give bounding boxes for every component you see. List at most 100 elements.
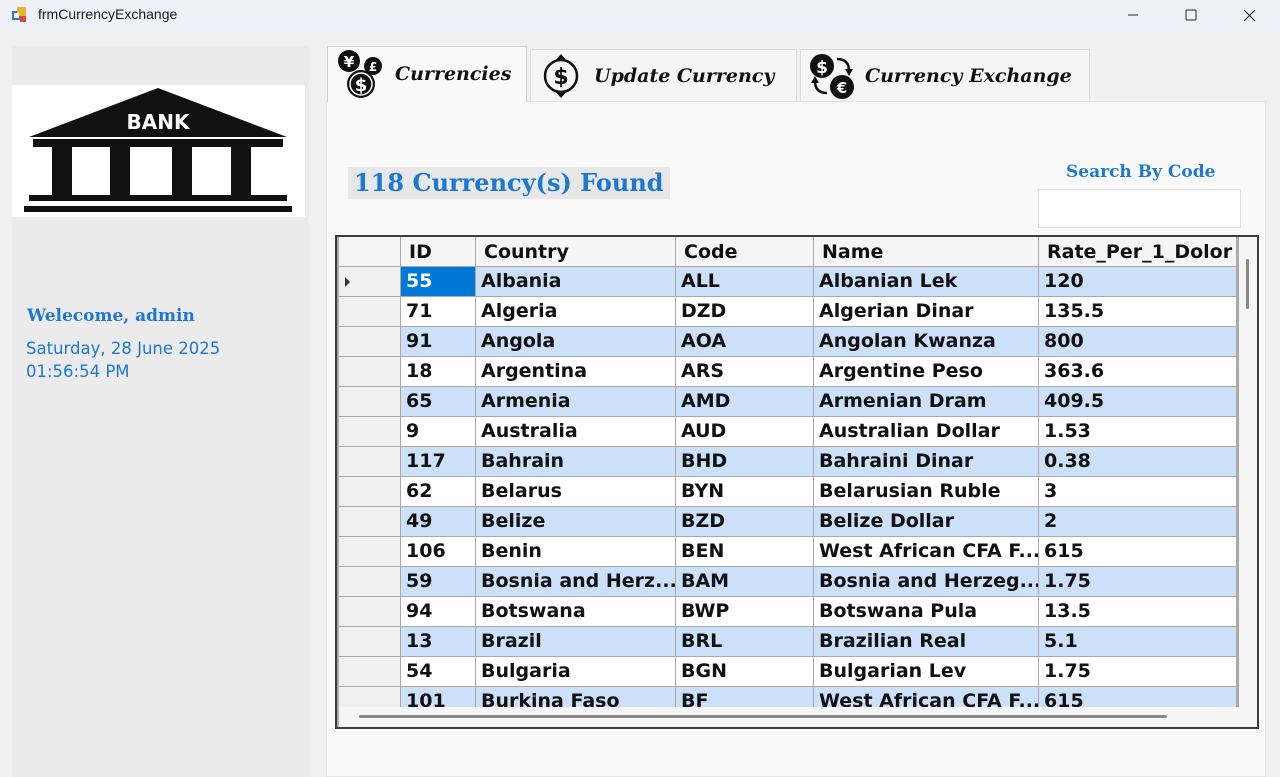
cell-country[interactable]: Australia (476, 417, 676, 447)
cell-country[interactable]: Argentina (476, 357, 676, 387)
cell-code[interactable]: ALL (676, 267, 814, 297)
cell-id[interactable]: 117 (401, 447, 476, 477)
cell-name[interactable]: Angolan Kwanza (814, 327, 1039, 357)
cell-code[interactable]: BRL (676, 627, 814, 657)
vertical-scrollbar[interactable] (1239, 237, 1257, 707)
cell-country[interactable]: Belize (476, 507, 676, 537)
tab-update-currency[interactable]: $ Update Currency (530, 49, 797, 101)
cell-rate[interactable]: 615 (1039, 537, 1237, 567)
cell-rate[interactable]: 2 (1039, 507, 1237, 537)
cell-name[interactable]: Algerian Dinar (814, 297, 1039, 327)
column-header-country[interactable]: Country (476, 237, 676, 267)
close-button[interactable] (1220, 0, 1278, 30)
column-header-name[interactable]: Name (814, 237, 1039, 267)
tab-currency-exchange[interactable]: $ € Currency Exchange (800, 49, 1090, 101)
cell-id[interactable]: 18 (401, 357, 476, 387)
cell-name[interactable]: West African CFA F... (814, 537, 1039, 567)
cell-name[interactable]: Albanian Lek (814, 267, 1039, 297)
cell-code[interactable]: BHD (676, 447, 814, 477)
cell-name[interactable]: Belarusian Ruble (814, 477, 1039, 507)
cell-id[interactable]: 94 (401, 597, 476, 627)
row-header[interactable] (339, 597, 401, 627)
cell-country[interactable]: Albania (476, 267, 676, 297)
cell-name[interactable]: Brazilian Real (814, 627, 1039, 657)
row-header[interactable] (339, 387, 401, 417)
cell-code[interactable]: ARS (676, 357, 814, 387)
cell-rate[interactable]: 1.53 (1039, 417, 1237, 447)
table-row[interactable]: 13 Brazil BRL Brazilian Real 5.1 (339, 627, 1237, 657)
cell-rate[interactable]: 0.38 (1039, 447, 1237, 477)
cell-country[interactable]: Angola (476, 327, 676, 357)
cell-id[interactable]: 49 (401, 507, 476, 537)
cell-rate[interactable]: 5.1 (1039, 627, 1237, 657)
cell-rate[interactable]: 3 (1039, 477, 1237, 507)
cell-country[interactable]: Bulgaria (476, 657, 676, 687)
cell-id[interactable]: 54 (401, 657, 476, 687)
row-header[interactable] (339, 477, 401, 507)
cell-rate[interactable]: 409.5 (1039, 387, 1237, 417)
cell-code[interactable]: AMD (676, 387, 814, 417)
row-header[interactable] (339, 537, 401, 567)
cell-id[interactable]: 9 (401, 417, 476, 447)
cell-name[interactable]: Bosnia and Herzeg... (814, 567, 1039, 597)
cell-country[interactable]: Belarus (476, 477, 676, 507)
cell-code[interactable]: BGN (676, 657, 814, 687)
table-row[interactable]: 101 Burkina Faso BF West African CFA F... 61… (339, 687, 1237, 707)
cell-country[interactable]: Benin (476, 537, 676, 567)
cell-name[interactable]: West African CFA F... (814, 687, 1039, 707)
table-row[interactable]: 106 Benin BEN West African CFA F... 615 (339, 537, 1237, 567)
cell-rate[interactable]: 615 (1039, 687, 1237, 707)
cell-name[interactable]: Bahraini Dinar (814, 447, 1039, 477)
cell-rate[interactable]: 1.75 (1039, 657, 1237, 687)
tab-currencies[interactable]: ¥ £ $ Currencies (327, 46, 527, 102)
cell-code[interactable]: BYN (676, 477, 814, 507)
cell-code[interactable]: AUD (676, 417, 814, 447)
row-header[interactable] (339, 447, 401, 477)
cell-id[interactable]: 62 (401, 477, 476, 507)
horizontal-scroll-thumb[interactable] (359, 715, 1167, 718)
cell-id[interactable]: 13 (401, 627, 476, 657)
search-code-input[interactable] (1038, 189, 1241, 228)
table-row[interactable]: 54 Bulgaria BGN Bulgarian Lev 1.75 (339, 657, 1237, 687)
table-row[interactable]: 18 Argentina ARS Argentine Peso 363.6 (339, 357, 1237, 387)
cell-rate[interactable]: 120 (1039, 267, 1237, 297)
table-row[interactable]: 65 Armenia AMD Armenian Dram 409.5 (339, 387, 1237, 417)
table-row[interactable]: 94 Botswana BWP Botswana Pula 13.5 (339, 597, 1237, 627)
row-header[interactable] (339, 687, 401, 707)
table-row[interactable]: 91 Angola AOA Angolan Kwanza 800 (339, 327, 1237, 357)
cell-rate[interactable]: 800 (1039, 327, 1237, 357)
table-row[interactable]: 117 Bahrain BHD Bahraini Dinar 0.38 (339, 447, 1237, 477)
table-row[interactable]: 62 Belarus BYN Belarusian Ruble 3 (339, 477, 1237, 507)
row-header[interactable] (339, 507, 401, 537)
minimize-button[interactable] (1104, 0, 1162, 30)
currencies-grid[interactable]: ID Country Code Name Rate_Per_1_Dolor 55… (335, 235, 1259, 729)
cell-code[interactable]: BEN (676, 537, 814, 567)
cell-country[interactable]: Brazil (476, 627, 676, 657)
column-header-code[interactable]: Code (676, 237, 814, 267)
cell-country[interactable]: Botswana (476, 597, 676, 627)
cell-name[interactable]: Belize Dollar (814, 507, 1039, 537)
cell-code[interactable]: AOA (676, 327, 814, 357)
cell-id[interactable]: 65 (401, 387, 476, 417)
cell-code[interactable]: BZD (676, 507, 814, 537)
row-header[interactable] (339, 267, 401, 297)
cell-country[interactable]: Bahrain (476, 447, 676, 477)
table-row[interactable]: 9 Australia AUD Australian Dollar 1.53 (339, 417, 1237, 447)
cell-id[interactable]: 91 (401, 327, 476, 357)
cell-id[interactable]: 106 (401, 537, 476, 567)
table-row[interactable]: 49 Belize BZD Belize Dollar 2 (339, 507, 1237, 537)
cell-name[interactable]: Armenian Dram (814, 387, 1039, 417)
cell-id[interactable]: 101 (401, 687, 476, 707)
cell-code[interactable]: BF (676, 687, 814, 707)
cell-id[interactable]: 71 (401, 297, 476, 327)
cell-code[interactable]: DZD (676, 297, 814, 327)
cell-country[interactable]: Bosnia and Herz... (476, 567, 676, 597)
cell-code[interactable]: BAM (676, 567, 814, 597)
cell-code[interactable]: BWP (676, 597, 814, 627)
column-header-id[interactable]: ID (401, 237, 476, 267)
row-header[interactable] (339, 417, 401, 447)
cell-rate[interactable]: 13.5 (1039, 597, 1237, 627)
row-header[interactable] (339, 327, 401, 357)
cell-rate[interactable]: 363.6 (1039, 357, 1237, 387)
table-row[interactable]: 71 Algeria DZD Algerian Dinar 135.5 (339, 297, 1237, 327)
